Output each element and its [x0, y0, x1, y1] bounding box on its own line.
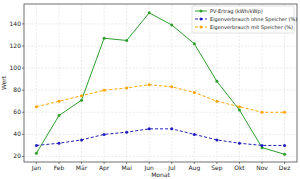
y-tick [22, 112, 24, 113]
marker [148, 127, 151, 130]
x-tick-label: Okt [234, 164, 245, 171]
legend-marker [200, 18, 203, 21]
marker [57, 100, 60, 103]
x-tick-label: Aug [188, 164, 200, 172]
marker [238, 105, 241, 108]
marker [170, 127, 173, 130]
marker [215, 80, 218, 83]
marker [125, 86, 128, 89]
grid-line-x [104, 4, 105, 162]
legend-label: PV-Ertrag (kWh/kWp) [210, 8, 263, 15]
legend-marker [200, 10, 203, 13]
legend-label: Eigenverbrauch ohne Speicher (%) [210, 16, 297, 23]
series-line [36, 13, 284, 154]
grid-line [24, 134, 297, 135]
x-tick-label: Jan [31, 164, 41, 172]
marker [238, 142, 241, 145]
grid-line [24, 68, 297, 69]
marker [283, 111, 286, 114]
y-tick [22, 23, 24, 24]
legend-swatch [195, 19, 207, 20]
x-axis-label: Monat [151, 171, 170, 178]
grid-line-x [171, 4, 172, 162]
y-tick-label: 80 [13, 86, 21, 93]
marker [193, 133, 196, 136]
marker [148, 83, 151, 86]
marker [125, 39, 128, 42]
grid-line [24, 156, 297, 157]
x-tick-label: Sep [211, 164, 223, 172]
marker [193, 42, 196, 45]
legend-label: Eigenverbrauch mit Speicher (%) [210, 24, 293, 31]
grid-line-x [149, 4, 150, 162]
marker [35, 152, 38, 155]
x-tick-label: Mai [121, 164, 132, 171]
x-tick-label: Dez [279, 164, 290, 171]
grid-line [24, 90, 297, 91]
marker [103, 133, 106, 136]
marker [261, 111, 264, 114]
y-tick-label: 20 [13, 152, 21, 159]
grid-line-x [81, 4, 82, 162]
marker [193, 91, 196, 94]
y-tick-label: 60 [13, 108, 21, 115]
marker [57, 142, 60, 145]
x-tick-label: Mär [76, 164, 88, 171]
legend-marker [200, 26, 203, 29]
marker [103, 89, 106, 92]
marker [215, 138, 218, 141]
marker [35, 144, 38, 147]
plot-frame [24, 4, 297, 162]
y-tick-label: 100 [10, 64, 22, 71]
grid-line [24, 45, 297, 46]
marker [283, 144, 286, 147]
y-tick [22, 156, 24, 157]
x-tick-label: Nov [256, 164, 268, 171]
y-tick [22, 90, 24, 91]
marker [125, 131, 128, 134]
marker [80, 99, 83, 102]
marker [57, 114, 60, 117]
marker [103, 37, 106, 40]
marker [148, 11, 151, 14]
y-tick [22, 134, 24, 135]
y-tick-label: 140 [10, 20, 22, 27]
legend-swatch [195, 11, 207, 12]
marker [238, 109, 241, 112]
series-line [36, 85, 284, 113]
grid-line-x [126, 4, 127, 162]
grid-line-x [58, 4, 59, 162]
legend-swatch [195, 27, 207, 28]
marker [170, 85, 173, 88]
marker [283, 153, 286, 156]
x-tick-label: Apr [99, 164, 110, 172]
y-tick-label: 120 [10, 42, 22, 49]
marker [80, 138, 83, 141]
grid-line-x [36, 4, 37, 162]
marker [215, 100, 218, 103]
y-tick [22, 68, 24, 69]
marker [35, 105, 38, 108]
chart: 20406080100120140JanFebMärAprMaiJunJulAu… [0, 0, 300, 179]
marker [170, 23, 173, 26]
marker [261, 144, 264, 147]
y-tick [22, 45, 24, 46]
series-line [36, 129, 284, 146]
marker [80, 94, 83, 97]
y-tick-label: 40 [13, 130, 21, 137]
x-tick-label: Feb [54, 164, 65, 171]
y-axis-label: Wert [0, 75, 7, 90]
